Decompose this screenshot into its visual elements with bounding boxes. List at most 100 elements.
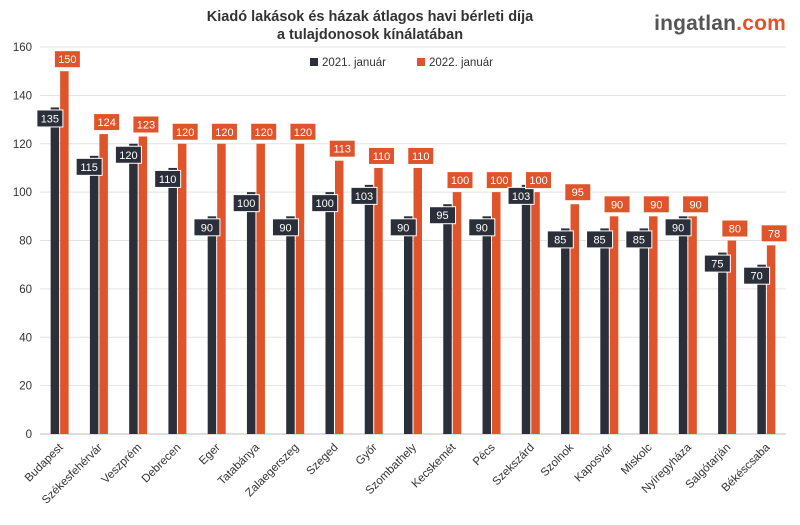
data-label-2021: 120	[119, 150, 137, 162]
bar-2022	[649, 216, 658, 434]
data-label-2022: 150	[58, 54, 76, 66]
bar-2021	[168, 167, 177, 434]
bar-2021	[443, 204, 452, 434]
bar-2022	[688, 216, 697, 434]
x-tick-label: Debrecen	[140, 442, 184, 486]
bar-2021	[50, 107, 60, 434]
data-label-box-2022	[760, 224, 788, 243]
y-tick-label: 60	[19, 284, 32, 296]
data-label-2022: 100	[529, 175, 547, 187]
data-label-2022: 113	[333, 144, 351, 156]
bar-2022	[531, 192, 540, 434]
bar-2021	[286, 216, 295, 434]
bar-2021	[600, 228, 609, 434]
y-tick-label: 0	[26, 429, 32, 441]
data-label-box-2022	[250, 122, 278, 141]
data-label-box-2021	[703, 254, 731, 273]
bar-2021	[89, 155, 99, 434]
data-label-2022: 90	[650, 199, 662, 211]
data-label-2022: 100	[490, 175, 508, 187]
data-label-box-2022	[525, 171, 553, 190]
bar-2022	[334, 160, 344, 434]
y-tick-label: 80	[19, 236, 32, 248]
y-tick-label: 160	[13, 42, 32, 54]
bar-2022	[609, 216, 619, 434]
bar-2021	[129, 143, 138, 434]
x-tick-label: Kaposvár	[573, 442, 616, 485]
bar-2022	[177, 143, 187, 434]
data-label-box-2021	[546, 230, 574, 249]
x-tick-label: Szeged	[305, 442, 341, 478]
data-label-2021: 85	[593, 234, 605, 246]
bar-2022	[217, 143, 226, 434]
data-label-box-2022	[642, 195, 670, 214]
data-label-box-2021	[625, 230, 653, 249]
data-label-box-2022	[171, 122, 199, 141]
bar-2021	[639, 228, 649, 434]
data-label-2021: 70	[750, 271, 762, 283]
data-label-2021: 90	[476, 222, 488, 234]
data-label-2022: 110	[373, 151, 391, 163]
bar-2022	[766, 245, 776, 434]
data-label-2021: 100	[316, 198, 334, 210]
data-label-2021: 85	[633, 234, 645, 246]
data-label-2021: 115	[80, 162, 98, 174]
data-label-box-2022	[446, 171, 474, 190]
y-tick-label: 40	[19, 332, 32, 344]
bar-2022	[374, 167, 383, 434]
data-label-box-2021	[271, 218, 299, 237]
bar-2021	[521, 184, 531, 434]
data-label-2021: 110	[159, 174, 177, 186]
data-label-box-2022	[564, 183, 592, 202]
data-label-2022: 80	[729, 224, 741, 236]
bar-2021	[364, 184, 374, 434]
bar-2021	[561, 228, 570, 434]
data-label-2022: 110	[412, 151, 430, 163]
data-label-box-2021	[350, 186, 378, 205]
bar-2021	[207, 216, 217, 434]
data-label-box-2021	[586, 230, 614, 249]
y-tick-label: 20	[19, 381, 32, 393]
bar-2022	[452, 192, 462, 434]
data-label-2021: 90	[672, 222, 684, 234]
bar-2021	[482, 216, 492, 434]
data-label-box-2021	[75, 157, 103, 176]
brand-logo-tld: .com	[736, 12, 786, 35]
data-label-box-2022	[721, 219, 749, 238]
brand-logo: ingatlan.com	[654, 12, 786, 36]
legend-label-2022: 2022. január	[429, 57, 493, 69]
data-label-2022: 120	[294, 127, 312, 139]
bar-2022	[570, 204, 580, 434]
bar-2021	[325, 192, 334, 434]
y-tick-label: 120	[13, 139, 32, 151]
chart-title-line-1: Kiadó lakások és házak átlagos havi bérl…	[206, 9, 534, 25]
bar-2021	[404, 216, 413, 434]
data-label-box-2022	[682, 195, 710, 214]
data-label-2021: 85	[554, 234, 566, 246]
y-tick-label: 100	[13, 187, 32, 199]
legend-marker-2022	[417, 58, 425, 66]
data-label-2022: 120	[215, 127, 233, 139]
data-label-2021: 90	[279, 222, 291, 234]
data-label-box-2021	[193, 218, 221, 237]
data-label-box-2022	[485, 171, 513, 190]
bar-2021	[757, 264, 766, 434]
data-label-box-2022	[367, 146, 395, 165]
data-label-box-2021	[743, 266, 771, 285]
data-label-box-2021	[507, 186, 535, 205]
x-tick-label: Szekszárd	[490, 442, 536, 488]
data-label-box-2021	[114, 145, 142, 164]
x-tick-label: Eger	[197, 442, 223, 468]
bar-2022	[256, 143, 265, 434]
x-tick-label: Miskolc	[619, 441, 655, 477]
data-label-box-2021	[311, 194, 339, 213]
data-label-2021: 95	[436, 210, 448, 222]
data-label-box-2021	[36, 109, 64, 128]
bar-2021	[718, 252, 727, 434]
data-label-box-2022	[132, 115, 160, 134]
data-label-2021: 103	[512, 191, 530, 203]
bar-2022	[60, 71, 69, 434]
bar-2022	[99, 134, 108, 434]
data-label-2021: 90	[397, 222, 409, 234]
